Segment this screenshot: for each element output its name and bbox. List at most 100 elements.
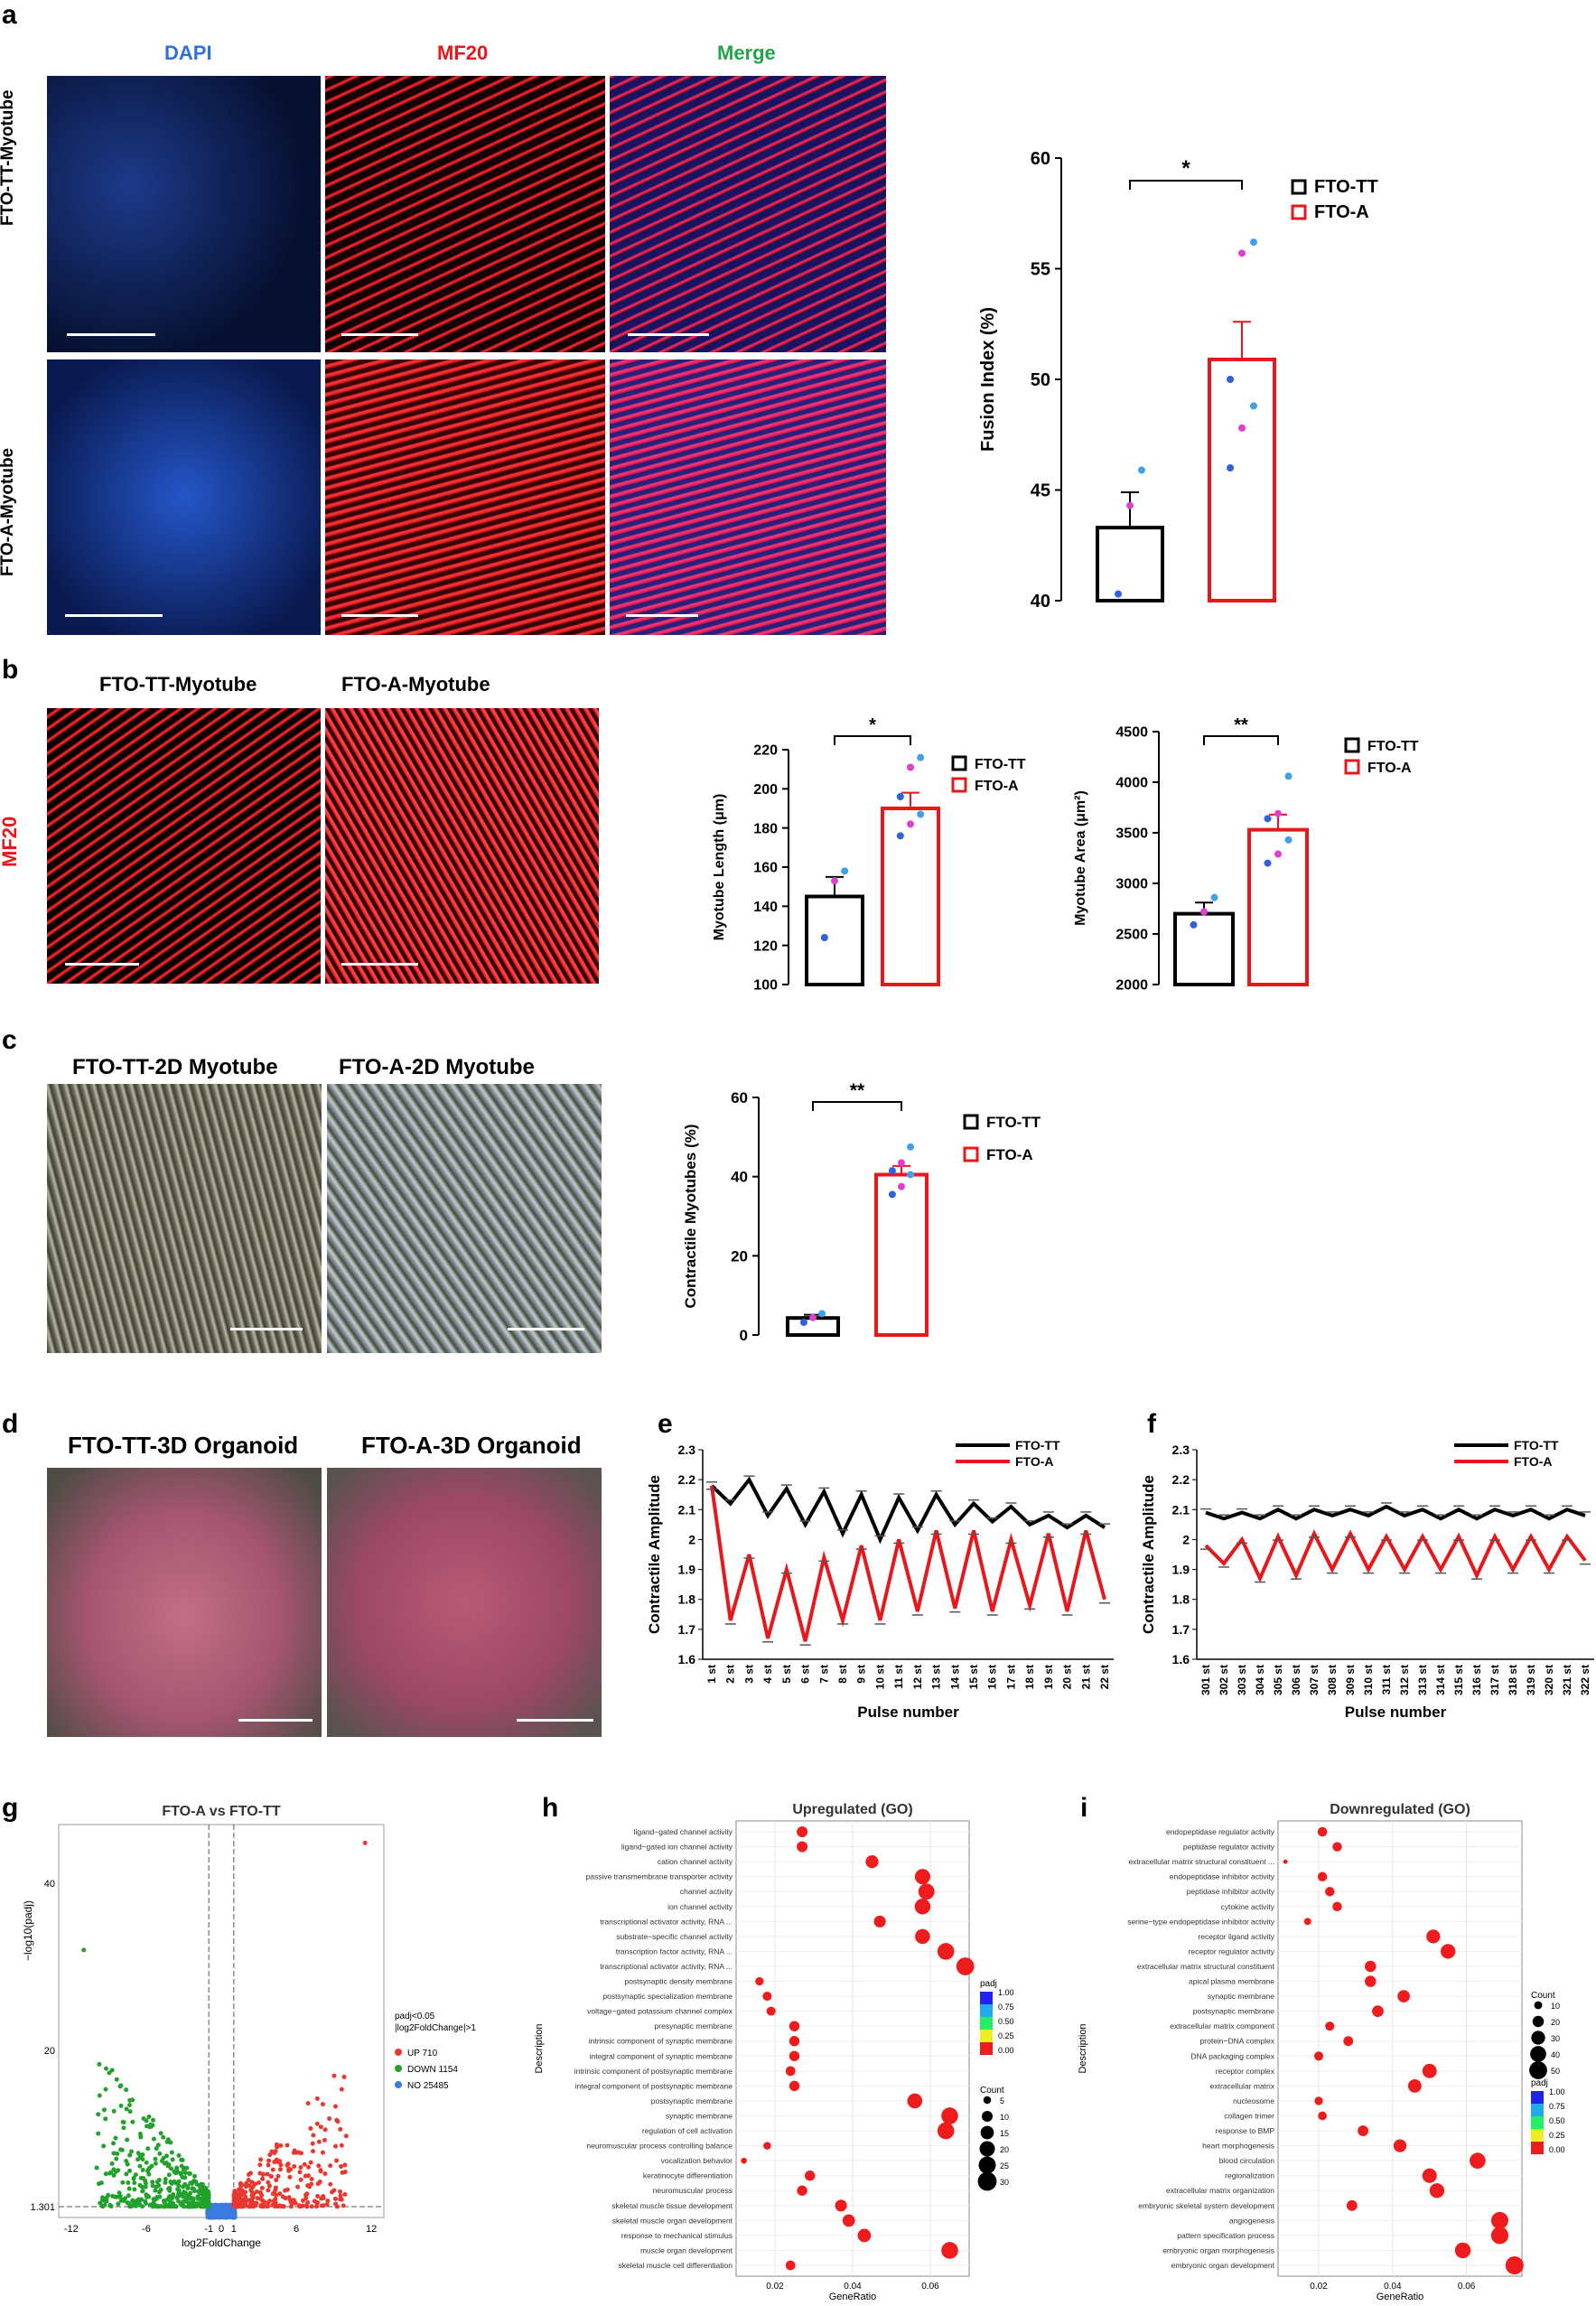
data-point (174, 2195, 180, 2200)
data-point (151, 2136, 156, 2142)
x-tick-label: 20 st (1061, 1665, 1074, 1689)
go-dot (1318, 2111, 1327, 2121)
go-dot (1490, 2211, 1508, 2229)
y-tick-label: 3500 (1115, 826, 1148, 842)
data-point (311, 2133, 316, 2138)
data-point (166, 2162, 172, 2168)
data-point (135, 2157, 141, 2162)
y-axis-label: Description (1078, 2023, 1088, 2073)
data-point (179, 2157, 184, 2162)
data-point (117, 2193, 123, 2199)
go-dot (914, 1869, 930, 1885)
data-point (101, 2143, 107, 2149)
x-tick-label: 303 st (1236, 1665, 1248, 1695)
data-point (114, 2156, 119, 2161)
x-axis-label: log2FoldChange (182, 2236, 261, 2249)
data-point (150, 2183, 155, 2189)
term-label: presynaptic membrane (655, 2021, 733, 2031)
term-label: serine−type endopeptidase inhibitor acti… (1127, 1917, 1275, 1926)
data-point (301, 2198, 306, 2203)
data-point (155, 2143, 161, 2148)
myotube-length-chart: 100 120 140 160 180 200 220 Myotube Length (μm)… (712, 715, 1026, 994)
y-tick-label: 220 (753, 743, 778, 759)
x-tick-label: 310 st (1362, 1665, 1375, 1695)
x-axis-label: GeneRatio (829, 2292, 877, 2302)
data-point (314, 2199, 320, 2205)
color-legend-label: 1.00 (998, 1988, 1014, 1997)
fusion-index-chart: 40 45 50 55 60 Fusion Index (%) * FTO-TT FTO-A (978, 149, 1378, 612)
x-tick-label: 302 st (1218, 1665, 1230, 1695)
x-tick-label: 0 (219, 2224, 224, 2235)
data-point (298, 2204, 303, 2209)
data-point (266, 2180, 271, 2185)
data-point (165, 2137, 171, 2143)
x-tick-label: 15 st (967, 1665, 980, 1689)
y-tick-label: 1.9 (1172, 1563, 1190, 1577)
micrograph-mf20-a (325, 359, 605, 635)
data-point (152, 2198, 157, 2203)
data-point (888, 1167, 896, 1175)
data-point (1249, 238, 1257, 247)
data-point (226, 2211, 231, 2217)
data-point (1115, 590, 1123, 598)
data-point (327, 2116, 332, 2122)
data-point (127, 2152, 133, 2158)
data-point (191, 2173, 197, 2179)
data-point (156, 2177, 162, 2182)
amplitude-chart-f: 1.6 1.7 1.8 1.9 2 2.1 2.2 2.3 301 st 302 st 303 st… (1140, 1438, 1594, 1721)
go-dot (1332, 1901, 1342, 1911)
data-point (163, 2180, 168, 2185)
x-tick-label: 11 st (892, 1665, 905, 1689)
data-point (103, 2087, 108, 2092)
data-point (121, 2125, 126, 2131)
y-tick-label: 200 (753, 782, 778, 798)
term-label: embryonic organ morphogenesis (1162, 2245, 1274, 2255)
data-point (267, 2152, 273, 2158)
data-point (216, 2214, 221, 2219)
x-tick-label: 1 st (705, 1665, 718, 1684)
data-point (157, 2151, 163, 2156)
data-point (272, 2151, 277, 2156)
go-down-chart: Downregulated (GO) 0.02 0.04 0.06 GeneRatio D… (1078, 1802, 1565, 2302)
data-point (120, 2180, 126, 2185)
x-tick-label: 10 st (873, 1665, 886, 1689)
y-tick-label: 2500 (1115, 928, 1148, 943)
data-point (277, 2167, 283, 2172)
go-dot (937, 2122, 955, 2140)
term-label: keratinocyte differentiation (643, 2171, 733, 2180)
x-tick-label: 3 st (742, 1665, 755, 1684)
y-tick-label: 2.3 (1172, 1442, 1190, 1457)
data-point (343, 2133, 349, 2139)
color-legend-swatch (1531, 2091, 1544, 2104)
data-point (277, 2191, 283, 2197)
data-point (342, 2170, 348, 2175)
data-point (124, 2087, 129, 2093)
data-point (187, 2171, 192, 2176)
term-label: collagen trimer (1224, 2111, 1274, 2120)
bar (1096, 526, 1164, 602)
micrograph-c-tt (47, 1084, 322, 1353)
data-point (150, 2180, 155, 2185)
x-tick-label: 316 st (1470, 1665, 1483, 1695)
data-point (204, 2189, 210, 2195)
data-point (278, 2162, 284, 2168)
data-point (320, 2102, 325, 2107)
x-tick-label: 309 st (1344, 1665, 1357, 1695)
data-point (118, 2083, 124, 2088)
bar (1173, 911, 1235, 987)
micrograph-dapi-tt (47, 76, 321, 352)
size-legend-dot (980, 2125, 994, 2140)
data-point (339, 2087, 344, 2092)
go-dot (755, 1976, 764, 1986)
term-label: cation channel activity (658, 1857, 733, 1866)
data-point (109, 2161, 115, 2166)
data-point (274, 2157, 279, 2162)
data-point (153, 2161, 158, 2166)
y-axis-label: −log10(padj) (22, 1900, 34, 1961)
legend-label: FTO-A (975, 779, 1019, 794)
data-point (295, 2184, 301, 2189)
plot-frame (1277, 1820, 1523, 2277)
color-legend-label: 0.75 (1549, 2102, 1565, 2111)
bar (805, 894, 864, 986)
term-label: receptor ligand activity (1198, 1932, 1274, 1941)
